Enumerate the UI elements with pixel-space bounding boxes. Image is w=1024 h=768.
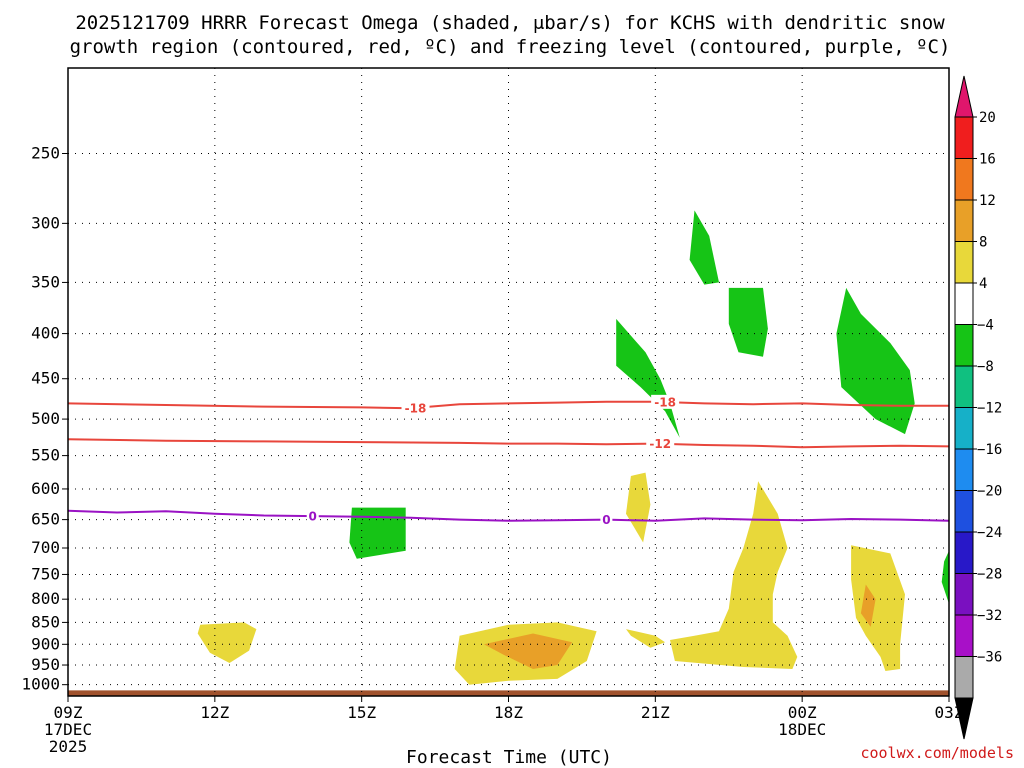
omega-region-1 — [689, 210, 719, 285]
colorbar-label-12: −32 — [977, 608, 1002, 624]
omega-region-2 — [728, 287, 768, 357]
colorbar-label-1: 16 — [979, 152, 996, 168]
colorbar-box-9 — [954, 490, 974, 533]
contour-label-3: 0 — [309, 510, 317, 524]
contour-label-1: -18 — [654, 395, 676, 409]
colorbar-label-7: −12 — [977, 401, 1002, 417]
y-tick-label-300: 300 — [31, 213, 60, 232]
colorbar-label-10: −24 — [977, 525, 1002, 541]
colorbar-box-6 — [954, 365, 974, 408]
contour-label-4: 0 — [602, 513, 610, 527]
contour-line-1 — [67, 438, 950, 449]
x-tick-label-15-0: 00Z — [788, 703, 817, 722]
y-tick-label-650: 650 — [31, 510, 60, 529]
colorbar-box-4 — [954, 282, 974, 325]
plot-background — [68, 68, 949, 696]
omega-region-14 — [860, 584, 876, 627]
colorbar: 20 16 12 8 4 −4 −8 −12 −16 −20 −24 −28 −32 −36 — [954, 75, 1002, 740]
x-tick-label-18-0: 03Z — [935, 703, 964, 722]
colorbar-box-11 — [954, 573, 974, 616]
contour-label-bg-3 — [306, 509, 319, 524]
y-tick-label-850: 850 — [31, 612, 60, 631]
x-tick-label-6-0: 15Z — [347, 703, 376, 722]
omega-region-4 — [349, 507, 406, 559]
omega-region-12 — [851, 545, 905, 671]
y-tick-label-950: 950 — [31, 655, 60, 674]
colorbar-label-5: −4 — [977, 318, 994, 334]
y-tick-label-250: 250 — [31, 143, 60, 162]
omega-region-6 — [941, 550, 949, 604]
y-tick-label-450: 450 — [31, 369, 60, 388]
omega-region-10 — [626, 629, 666, 648]
contour-line-2 — [67, 509, 950, 522]
contour-label-2: -12 — [649, 437, 671, 451]
x-axis-title: Forecast Time (UTC) — [406, 747, 612, 768]
omega-region-11 — [670, 481, 798, 669]
contour-label-bg-0 — [401, 401, 430, 416]
omega-region-7 — [197, 622, 257, 663]
y-tick-label-600: 600 — [31, 479, 60, 498]
colorbar-label-9: −20 — [977, 484, 1002, 500]
chart-title-line1: 2025121709 HRRR Forecast Omega (shaded, … — [75, 12, 945, 34]
colorbar-label-2: 12 — [979, 193, 996, 209]
y-tick-label-350: 350 — [31, 272, 60, 291]
colorbar-bottom-arrow — [954, 697, 974, 740]
omega-region-3 — [836, 287, 915, 435]
colorbar-box-8 — [954, 448, 974, 491]
x-tick-label-9-0: 18Z — [494, 703, 523, 722]
colorbar-box-5 — [954, 324, 974, 367]
x-tick-label-0-1: 17DEC — [44, 720, 92, 739]
colorbar-label-6: −8 — [977, 359, 994, 375]
contour-label-bg-2 — [646, 436, 675, 451]
colorbar-label-0: 20 — [979, 110, 996, 126]
colorbar-top-arrow — [954, 75, 974, 118]
contour-line-0 — [67, 400, 949, 410]
colorbar-box-10 — [954, 531, 974, 574]
colorbar-label-13: −36 — [977, 650, 1002, 666]
omega-region-8 — [626, 472, 651, 543]
plot-frame — [67, 67, 950, 697]
colorbar-box-3 — [954, 241, 974, 284]
x-tick-label-3-0: 12Z — [200, 703, 229, 722]
colorbar-label-3: 8 — [979, 235, 987, 251]
terrain-strip — [68, 690, 949, 696]
y-tick-label-700: 700 — [31, 538, 60, 557]
colorbar-label-8: −16 — [977, 442, 1002, 458]
colorbar-label-4: 4 — [979, 276, 987, 292]
y-tick-label-750: 750 — [31, 564, 60, 583]
contour-label-0: -18 — [405, 402, 427, 416]
colorbar-box-2 — [954, 199, 974, 242]
x-tick-label-12-0: 21Z — [641, 703, 670, 722]
contour-label-bg-4 — [600, 512, 613, 527]
credit-text: coolwx.com/models — [860, 744, 1014, 762]
y-tick-label-500: 500 — [31, 409, 60, 428]
colorbar-box-12 — [954, 614, 974, 657]
colorbar-box-7 — [954, 407, 974, 450]
y-tick-label-900: 900 — [31, 634, 60, 653]
colorbar-box-0 — [954, 116, 974, 159]
x-tick-label-0-0: 09Z — [54, 703, 83, 722]
plot-area: 250 300 350 400 450 500 550 600 650 700 750 800 850 9… — [21, 67, 964, 756]
colorbar-box-13 — [954, 656, 974, 699]
colorbar-label-11: −28 — [977, 567, 1002, 583]
colorbar-box-1 — [954, 158, 974, 201]
y-tick-label-1000: 1000 — [21, 675, 60, 694]
x-tick-label-15-1: 18DEC — [778, 720, 826, 739]
x-tick-label-0-2: 2025 — [49, 737, 88, 756]
y-tick-label-550: 550 — [31, 446, 60, 465]
chart-title-line2: growth region (contoured, red, ºC) and f… — [70, 36, 951, 58]
contour-label-bg-1 — [651, 394, 680, 409]
y-tick-label-400: 400 — [31, 324, 60, 343]
y-tick-label-800: 800 — [31, 589, 60, 608]
omega-region-13 — [484, 633, 573, 669]
